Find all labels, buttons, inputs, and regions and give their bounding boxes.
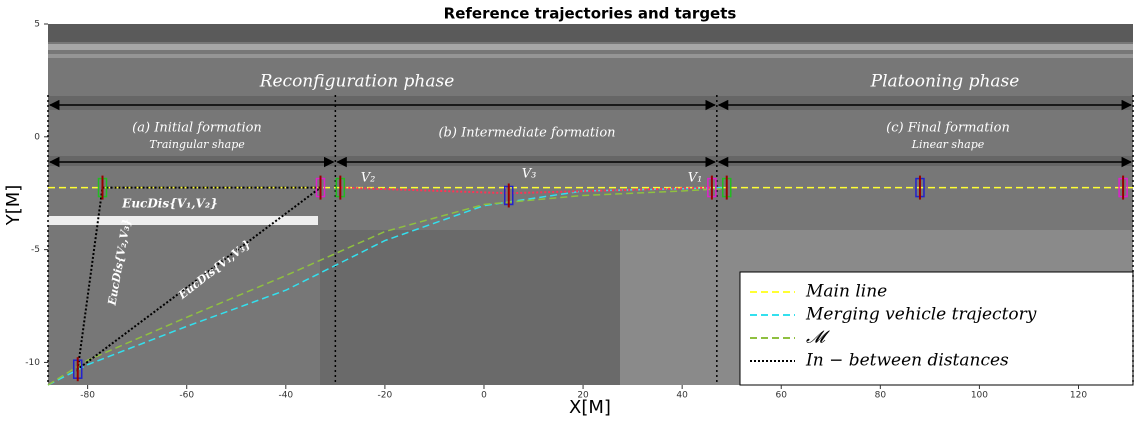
annotation: Linear shape	[911, 138, 985, 151]
x-tick-label: 60	[776, 391, 788, 401]
y-tick-label: -5	[31, 245, 40, 255]
x-tick-label: 40	[676, 391, 688, 401]
legend-label: In − between distances	[805, 351, 1009, 371]
series-line	[47, 187, 722, 386]
chart-title: Reference trajectories and targets	[444, 5, 737, 23]
annotation: (b) Intermediate formation	[438, 126, 615, 141]
y-tick-label: 5	[34, 20, 40, 30]
legend-label: Merging vehicle trajectory	[805, 305, 1037, 325]
x-tick-label: 0	[481, 391, 487, 401]
y-axis-label: Y[M]	[3, 185, 24, 227]
annotation: V₂	[361, 171, 376, 186]
y-tick-label: 0	[34, 132, 40, 142]
x-tick-label: -60	[179, 391, 194, 401]
legend	[739, 271, 1134, 386]
annotation: EucDis{V₁,V₂}	[121, 197, 218, 211]
annotation: V₃	[522, 167, 537, 182]
legend-label: 𝓜	[806, 328, 830, 348]
x-tick-label: 120	[1070, 391, 1087, 401]
annotation: Traingular shape	[149, 138, 245, 151]
x-tick-label: 20	[577, 391, 589, 401]
x-tick-label: 100	[971, 391, 988, 401]
legend-label: Main line	[805, 282, 887, 302]
x-axis-label: X[M]	[569, 397, 611, 418]
annotation: V₁	[688, 171, 703, 186]
y-tick-label: -10	[25, 358, 40, 368]
annotation: (c) Final formation	[886, 121, 1010, 136]
annotation: Reconfiguration phase	[259, 72, 455, 92]
x-tick-label: 80	[875, 391, 887, 401]
background	[48, 24, 1133, 385]
x-tick-label: -40	[278, 391, 293, 401]
annotation: (a) Initial formation	[132, 121, 262, 136]
annotation: Platooning phase	[870, 72, 1020, 92]
x-tick-label: -20	[378, 391, 393, 401]
series-line	[76, 186, 322, 372]
x-tick-label: -80	[80, 391, 95, 401]
